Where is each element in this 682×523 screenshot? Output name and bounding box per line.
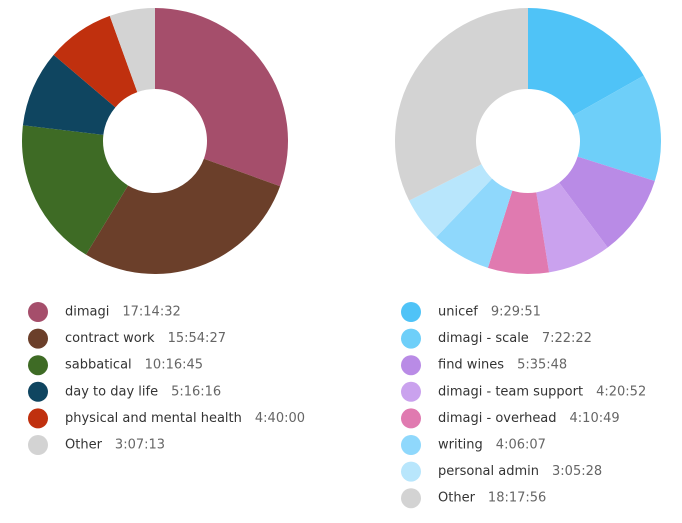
legend-swatch: [401, 461, 421, 482]
legend-value: 4:10:49: [570, 411, 620, 426]
slice: [22, 54, 116, 135]
legend-value: 7:22:22: [542, 331, 592, 346]
legend-swatch: [401, 435, 421, 455]
legend-swatch: [401, 355, 421, 376]
slice: [409, 164, 493, 238]
slice: [559, 156, 655, 248]
legend-value: 10:16:45: [145, 358, 203, 373]
slice: [22, 125, 129, 255]
slice: [53, 15, 138, 108]
slice: [155, 8, 289, 187]
legend-label: sabbatical: [65, 358, 132, 373]
legend-swatch: [28, 355, 48, 376]
legend-swatch: [28, 435, 48, 455]
legend-value: 18:17:56: [488, 491, 546, 506]
legend-label: Other: [65, 438, 103, 453]
slice: [436, 178, 513, 268]
slice: [85, 158, 281, 274]
legend-label: Other: [438, 491, 476, 506]
legend-value: 15:54:27: [168, 331, 226, 346]
slice: [528, 8, 644, 116]
legend-swatch: [28, 408, 48, 429]
legend-swatch: [401, 381, 421, 402]
legend-swatch: [401, 328, 421, 349]
legend-swatch: [401, 488, 421, 509]
legend-swatch: [28, 381, 48, 402]
legend-swatch: [28, 328, 48, 349]
legend-value: 5:35:48: [517, 358, 567, 373]
legend-swatch: [401, 302, 421, 322]
legend-label: personal admin: [438, 464, 539, 479]
legend-swatch: [401, 408, 421, 429]
slice: [487, 190, 550, 275]
slice: [109, 8, 155, 93]
legend-value: 4:20:52: [596, 384, 646, 399]
legend-value: 3:07:13: [115, 438, 165, 453]
legend-label: contract work: [65, 331, 155, 346]
legend-label: dimagi - scale: [438, 331, 529, 346]
legend-label: day to day life: [65, 384, 158, 399]
slice: [573, 75, 662, 182]
legend-value: 9:29:51: [491, 305, 541, 320]
legend-label: unicef: [438, 305, 478, 320]
legend-label: physical and mental health: [65, 411, 242, 426]
legend-label: dimagi - overhead: [438, 411, 557, 426]
legend-label: dimagi: [65, 305, 109, 320]
legend-value: 5:16:16: [171, 384, 221, 399]
legend-label: dimagi - team support: [438, 384, 583, 399]
legend-swatch: [28, 302, 48, 322]
legend-label: find wines: [438, 358, 504, 373]
legend-value: 4:40:00: [255, 411, 305, 426]
legend-value: 3:05:28: [552, 464, 602, 479]
legend-value: 4:06:07: [496, 438, 546, 453]
slice: [536, 182, 608, 273]
slice: [394, 8, 528, 201]
legend-value: 17:14:32: [122, 305, 180, 320]
legend-label: writing: [438, 438, 483, 453]
